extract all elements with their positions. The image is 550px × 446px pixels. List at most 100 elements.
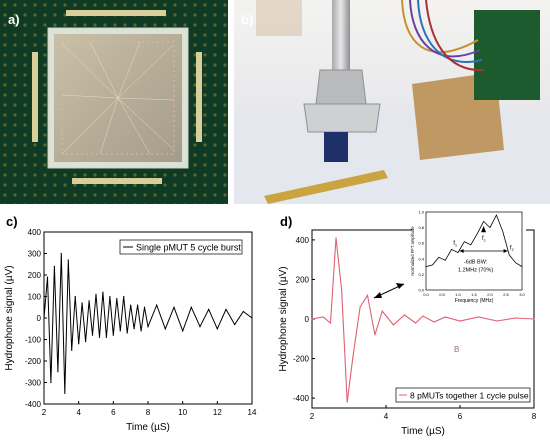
data-point [444,316,446,318]
inset-arrow-head [396,283,404,289]
data-point [64,392,66,394]
inset-y-tick-label: 0.6 [418,241,424,246]
data-point [57,371,59,373]
panel-label-b: b) [241,12,254,27]
x-tick-label: 4 [384,412,389,421]
x-tick-label: 4 [76,408,81,417]
y-tick-label: 400 [296,236,310,245]
inset-x-axis-label: Frequency (MHz) [455,298,494,304]
legend-box [119,239,243,255]
data-point [74,295,76,298]
panel-label-d: d) [280,214,293,229]
inset-y-tick-label: 0.0 [418,288,424,293]
data-point [81,302,83,304]
data-point [85,341,87,343]
bandwidth-label-line2: 1.2MHz (70%) [458,267,493,273]
marker-label: B [454,345,459,354]
inset-x-tick-label: 0.0 [423,292,429,297]
x-tick-label: 2 [42,408,47,417]
data-point [199,326,201,328]
inset-y-tick-label: 0.4 [418,256,424,261]
y-tick-label: -300 [25,379,42,388]
data-point [109,295,111,298]
panel-label-c: c) [6,214,18,229]
data-point [78,343,80,345]
data-point [182,330,184,332]
data-point [477,316,480,318]
data-point [95,293,97,295]
data-point [216,328,218,330]
data-point [116,298,118,300]
data-point [143,306,146,308]
series-line [43,253,253,394]
data-point [71,349,73,351]
data-point [392,324,394,326]
x-tick-label: 6 [111,408,116,417]
y-tick-label: -400 [25,400,42,409]
x-tick-label: 10 [178,408,187,417]
setup-photo-drawing [234,0,550,204]
f2-label: f2 [510,245,515,252]
y-tick-label: 200 [296,275,310,284]
data-point [130,304,132,306]
data-point [60,252,62,255]
data-point [123,295,125,298]
inset-series-line [425,214,523,267]
inset-y-axis-label: Normalized FFT amplitude [410,226,415,276]
y-tick-label: -200 [25,357,42,366]
data-point [43,317,45,319]
data-point [514,317,517,319]
data-point [173,306,175,308]
x-tick-label: 8 [532,412,537,421]
data-point [251,317,253,319]
data-point [346,401,348,403]
data-point [119,330,121,332]
y-tick-label: 400 [28,228,42,237]
data-point [415,322,417,324]
inset-arrow-head [374,292,382,298]
inset-background [412,210,526,306]
data-point [88,300,90,302]
data-point [102,291,104,293]
y-tick-label: 0 [305,315,310,324]
data-point [53,265,56,267]
data-point [46,276,49,278]
bandwidth-arrow-head [459,249,464,253]
inset-x-tick-label: 1.5 [471,292,477,297]
data-point [374,334,376,336]
inset-y-tick-label: 0.2 [418,272,424,277]
data-point [335,237,337,239]
y-tick-label: -400 [293,394,310,403]
inset-y-tick-label: 1.0 [418,210,424,215]
y-tick-label: 200 [28,271,42,280]
inset-y-tick-label: 0.8 [418,225,424,230]
data-point [422,315,424,317]
data-point [164,328,166,330]
fc-label: fc [482,236,486,243]
inset-x-tick-label: 0.5 [439,292,445,297]
x-axis-label: Time (µS) [401,426,445,437]
bandwidth-arrow-head [503,249,508,253]
y-tick-label: -100 [25,336,42,345]
chart-d: 2 4 6 8 -400 -200 0 200 400 Time (µS) Hydrophone s… [278,210,537,437]
chart-c: 2 4 6 8 10 12 14 -400 -300 -200 -100 0 100 200 300 400 T… [4,228,257,433]
data-point [137,304,139,306]
data-point [433,321,435,323]
data-point [329,322,332,324]
y-axis-label: Hydrophone signal (µV) [278,266,289,371]
inset-x-tick-label: 3.0 [519,292,525,297]
series-line [311,237,535,403]
data-point [381,310,383,312]
data-point [322,316,324,318]
y-tick-label: -200 [293,355,310,364]
data-point [366,294,369,296]
data-point [126,332,128,334]
data-point [208,308,210,310]
data-point [67,259,69,261]
panel-label-a: a) [8,12,20,27]
data-point [533,318,535,320]
x-tick-label: 2 [310,412,315,421]
y-tick-label: 0 [37,314,42,323]
data-point [225,308,227,310]
data-point [50,381,52,384]
